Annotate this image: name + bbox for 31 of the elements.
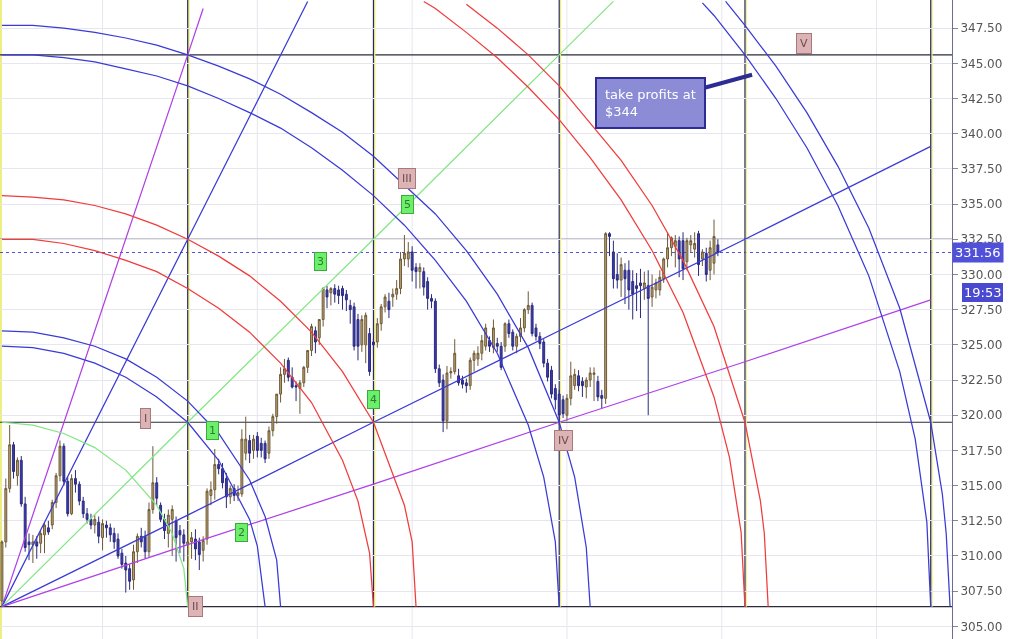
y-tick-label: 330.00 (960, 267, 1003, 282)
annotation: 1 (209, 424, 216, 437)
annotation: take profits at $344 (605, 87, 696, 119)
y-tick-label: 320.00 (960, 408, 1003, 423)
annotation: 5 (404, 198, 411, 211)
y-tick-label: 310.00 (960, 549, 1003, 564)
y-tick-label: 307.50 (960, 584, 1003, 599)
y-tick-label: 347.50 (960, 21, 1003, 36)
annotation: III (402, 172, 412, 185)
annotation: IV (558, 434, 570, 447)
y-tick-label: 327.50 (960, 302, 1003, 317)
y-tick-label: 335.00 (960, 197, 1003, 212)
y-tick-label: 315.00 (960, 478, 1003, 493)
y-tick-label: 322.50 (960, 373, 1003, 388)
y-tick-label: 340.00 (960, 126, 1003, 141)
y-tick-label: 305.00 (960, 619, 1003, 634)
annotation: 3 (317, 255, 324, 268)
annotation: 4 (370, 393, 377, 406)
y-tick-label: 317.50 (960, 443, 1003, 458)
annotation: I (144, 412, 148, 425)
y-tick-label: 342.50 (960, 91, 1003, 106)
text: 19:53 (964, 285, 1002, 300)
ref-line-label: 331.56 (955, 245, 1001, 260)
annotation: II (192, 600, 199, 613)
y-tick-label: 345.00 (960, 56, 1003, 71)
y-tick-label: 312.50 (960, 513, 1003, 528)
annotation: V (800, 37, 808, 50)
y-tick-label: 325.00 (960, 338, 1003, 353)
y-tick-label: 332.50 (960, 232, 1003, 247)
y-tick-label: 337.50 (960, 162, 1003, 177)
annotation: 2 (238, 526, 245, 539)
